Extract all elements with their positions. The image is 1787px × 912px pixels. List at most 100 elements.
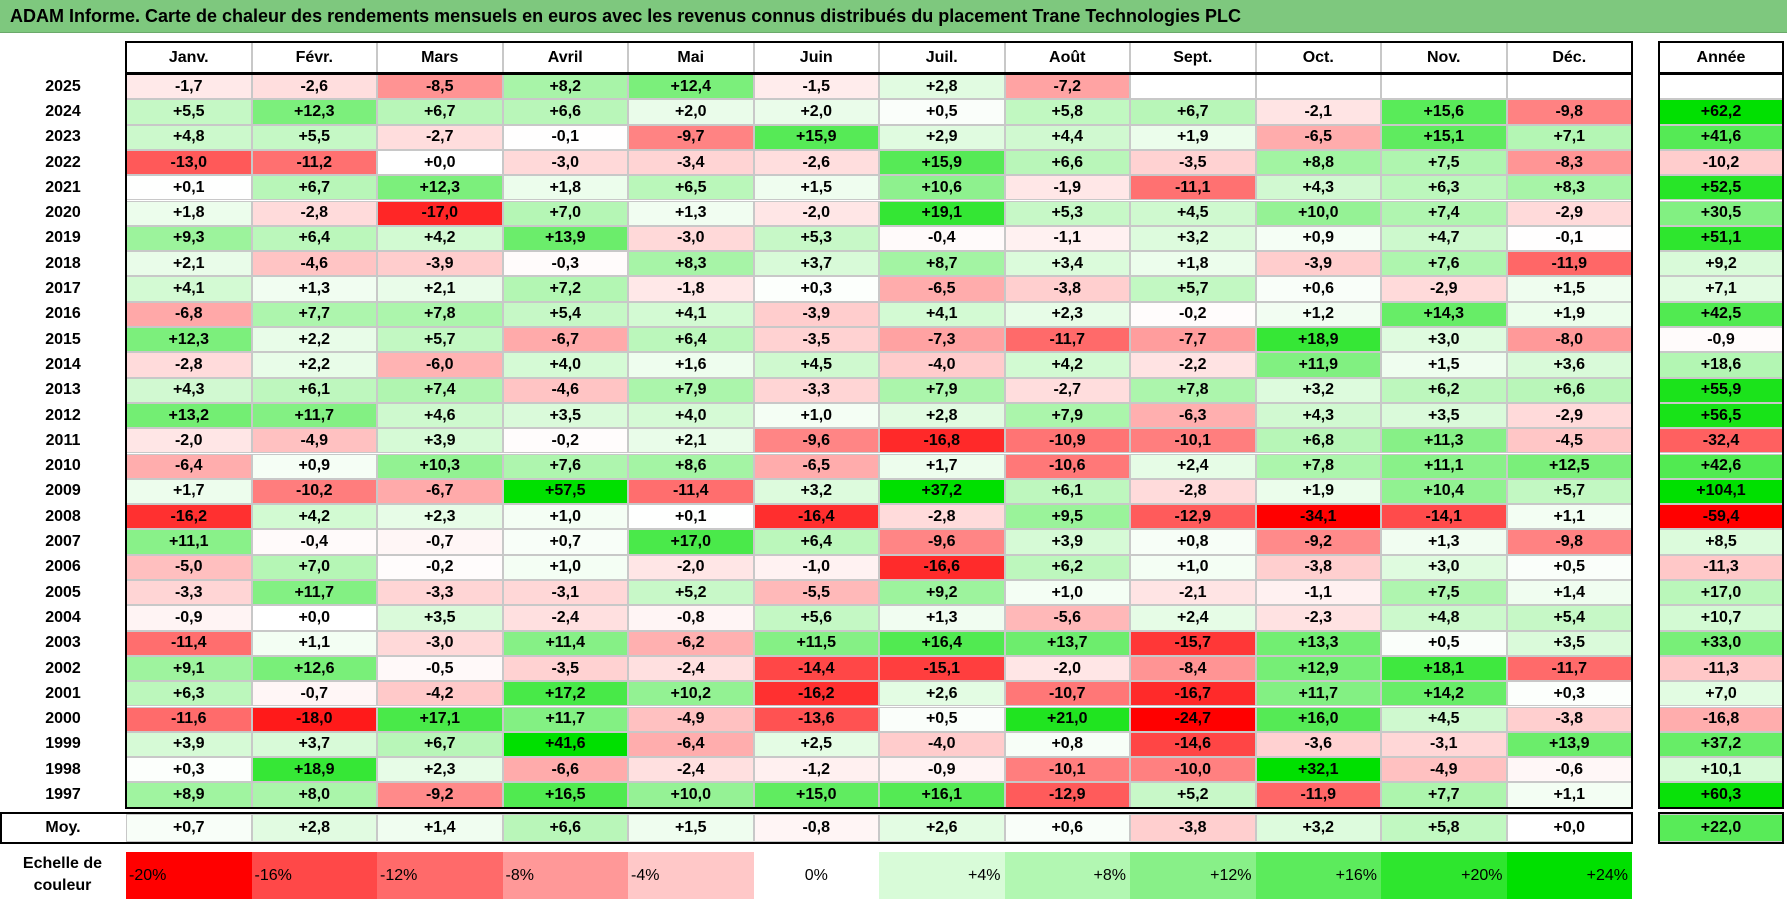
heatmap-cell: +7,8: [1255, 453, 1381, 479]
heatmap-cell: -11,7: [1004, 327, 1130, 353]
heatmap-cell: -0,3: [502, 251, 628, 277]
heatmap-cell: -11,1: [1130, 175, 1256, 201]
heatmap-cell: -2,0: [753, 200, 879, 226]
heatmap-cell: +1,9: [1506, 301, 1632, 327]
heatmap-cell: -2,7: [377, 124, 503, 150]
row-year-label: 2004: [45, 608, 81, 626]
heatmap-cell: +2,1: [377, 276, 503, 302]
heatmap-cell: +4,6: [377, 402, 503, 429]
heatmap-cell: +2,4: [1130, 605, 1256, 631]
heatmap-cell: -2,1: [1130, 580, 1256, 606]
heatmap-cell: +3,6: [1506, 352, 1632, 378]
heatmap-cell: +5,7: [1506, 478, 1632, 505]
heatmap-cell: +0,0: [251, 605, 377, 631]
heatmap-cell: -2,9: [1381, 276, 1507, 302]
heatmap-cell: +0,9: [251, 453, 377, 479]
heatmap-cell: -10,6: [1004, 453, 1130, 479]
heatmap-cell: +10,6: [879, 175, 1005, 201]
annual-cell: +9,2: [1659, 251, 1783, 277]
month-header: Nov.: [1381, 42, 1507, 73]
heatmap-cell: -3,1: [502, 580, 628, 606]
heatmap-cell: +6,2: [1381, 377, 1507, 403]
heatmap-cell: +4,2: [377, 225, 503, 252]
month-header: Avril: [502, 42, 628, 73]
color-scale-swatch: +16%: [1255, 852, 1381, 899]
heatmap-cell: +9,1: [126, 655, 252, 682]
heatmap-cell: -5,5: [753, 580, 879, 606]
heatmap-cell: +6,3: [126, 681, 252, 707]
heatmap-cell: -0,8: [628, 605, 754, 631]
heatmap-cell: -3,1: [1381, 731, 1507, 758]
row-year-label: 2005: [45, 583, 81, 601]
annual-cell: +104,1: [1659, 478, 1783, 505]
annual-cell: +7,1: [1659, 276, 1783, 302]
heatmap-cell: -0,2: [377, 554, 503, 580]
heatmap-cell: +12,4: [628, 74, 754, 100]
heatmap-cell: +9,2: [879, 580, 1005, 606]
annual-cell: -16,8: [1659, 706, 1783, 732]
heatmap-cell: +7,0: [251, 554, 377, 580]
heatmap-cell: -24,7: [1130, 706, 1256, 732]
heatmap-cell: -0,9: [879, 757, 1005, 783]
heatmap-cell: +13,9: [502, 225, 628, 252]
heatmap-cell: +7,7: [1381, 782, 1507, 808]
heatmap-cell: +1,0: [753, 402, 879, 429]
average-cell: +0,0: [1506, 813, 1632, 842]
heatmap-cell: +6,4: [628, 327, 754, 353]
heatmap-cell: +3,9: [377, 428, 503, 454]
average-cell: +6,6: [502, 813, 628, 842]
heatmap-cell: +7,7: [251, 301, 377, 327]
heatmap-cell: -11,2: [251, 149, 377, 176]
heatmap-cell: -1,8: [628, 276, 754, 302]
month-header: Juin: [753, 42, 879, 73]
heatmap-cell: -9,2: [1255, 529, 1381, 555]
heatmap-cell: -9,7: [628, 124, 754, 150]
annual-cell: -32,4: [1659, 428, 1783, 454]
heatmap-cell: +19,1: [879, 200, 1005, 226]
heatmap-cell: +7,1: [1506, 124, 1632, 150]
heatmap-cell: -7,7: [1130, 327, 1256, 353]
heatmap-cell: -2,6: [251, 74, 377, 100]
heatmap-cell: -10,7: [1004, 681, 1130, 707]
heatmap-cell: +4,5: [1381, 706, 1507, 732]
row-year-label: 2014: [45, 355, 81, 373]
heatmap-cell: +1,7: [879, 453, 1005, 479]
heatmap-cell: -11,9: [1255, 782, 1381, 808]
heatmap-cell: +0,9: [1255, 225, 1381, 252]
heatmap-cell: -3,0: [502, 149, 628, 176]
heatmap-cell: -0,7: [251, 681, 377, 707]
month-header: Févr.: [251, 42, 377, 73]
heatmap-cell: +3,4: [1004, 251, 1130, 277]
heatmap-cell: +10,2: [628, 681, 754, 707]
heatmap-cell: +3,0: [1381, 327, 1507, 353]
heatmap-cell: -10,1: [1004, 757, 1130, 783]
heatmap-cell: +0,7: [502, 529, 628, 555]
heatmap-cell: -2,4: [502, 605, 628, 631]
heatmap-cell: +0,1: [126, 175, 252, 201]
heatmap-cell: +4,3: [1255, 175, 1381, 201]
heatmap-cell: +15,0: [753, 782, 879, 808]
heatmap-cell: +13,2: [126, 402, 252, 429]
heatmap-cell: -0,5: [377, 655, 503, 682]
heatmap-cell: +5,2: [1130, 782, 1256, 808]
heatmap-cell: +4,3: [126, 377, 252, 403]
annual-cell: +17,0: [1659, 580, 1783, 606]
annual-cell: +30,5: [1659, 200, 1783, 226]
heatmap-cell: +0,5: [1506, 554, 1632, 580]
heatmap-cell: -4,2: [377, 681, 503, 707]
heatmap-cell: -3,9: [753, 301, 879, 327]
heatmap-cell: +11,4: [502, 630, 628, 656]
heatmap-cell: +57,5: [502, 478, 628, 505]
heatmap-cell: +7,6: [1381, 251, 1507, 277]
heatmap-cell: -7,3: [879, 327, 1005, 353]
row-year-label: 2012: [45, 406, 81, 424]
annual-cell: +55,9: [1659, 377, 1783, 403]
color-scale-swatch: 0%: [753, 852, 879, 899]
row-year-label: 2020: [45, 204, 81, 222]
heatmap-cell: +6,7: [251, 175, 377, 201]
heatmap-cell: +0,8: [1130, 529, 1256, 555]
heatmap-cell: +1,1: [251, 630, 377, 656]
heatmap-cell: +15,6: [1381, 99, 1507, 125]
annual-cell: +10,1: [1659, 757, 1783, 783]
